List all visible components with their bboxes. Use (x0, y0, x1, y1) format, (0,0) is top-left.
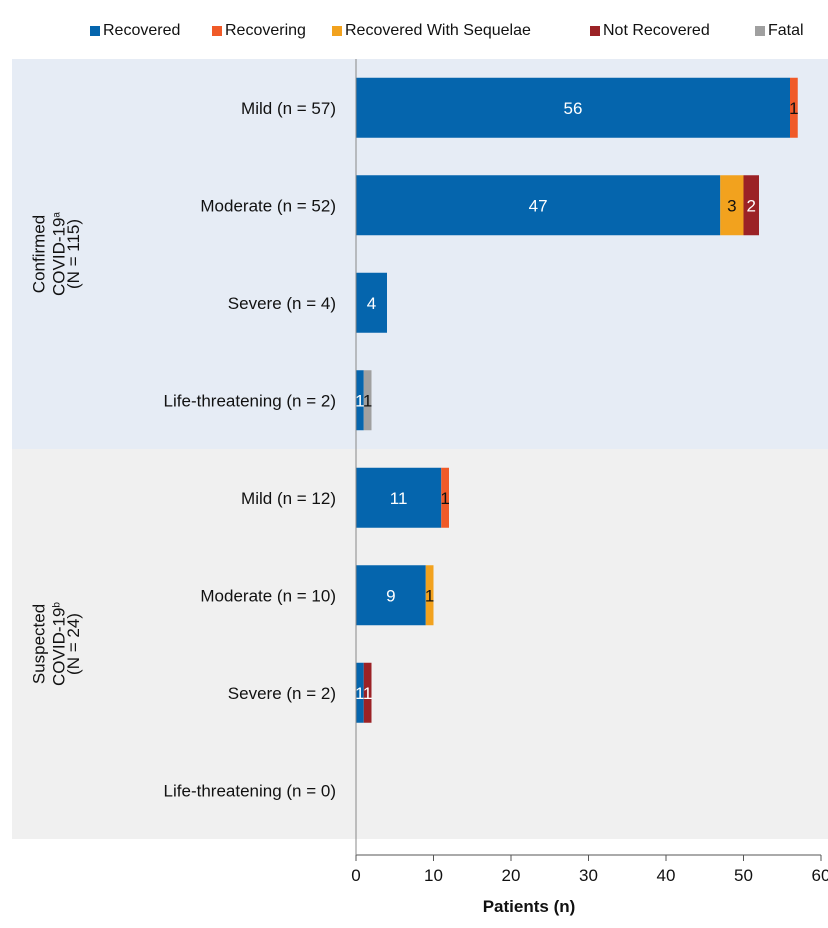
data-label: 11 (390, 489, 408, 508)
x-tick-label: 40 (657, 866, 676, 885)
legend-item: Recovered With Sequelae (332, 22, 531, 40)
data-label: 1 (363, 391, 372, 410)
legend-label: Recovered (103, 22, 181, 39)
category-label: Moderate (n = 52) (200, 196, 336, 215)
x-tick-label: 0 (351, 866, 360, 885)
chart-legend: Recovered Recovering Recovered With Sequel… (0, 18, 828, 46)
bar-segment (356, 370, 364, 431)
data-label: 1 (440, 489, 449, 508)
bar-segment (441, 467, 449, 528)
category-label: Life-threatening (n = 2) (164, 391, 336, 410)
bar-segment (356, 662, 364, 723)
category-label: Mild (n = 57) (241, 99, 336, 118)
legend-label: Recovering (225, 22, 306, 39)
legend-swatch (590, 26, 600, 36)
bar-segment (356, 467, 442, 528)
category-label: Moderate (n = 10) (200, 586, 336, 605)
bar-segment (790, 77, 798, 138)
category-label: Mild (n = 12) (241, 489, 336, 508)
legend-swatch (332, 26, 342, 36)
x-tick-label: 10 (424, 866, 443, 885)
legend-label: Fatal (768, 22, 804, 39)
group-label: ConfirmedCOVID-19a(N = 115) (30, 212, 83, 296)
legend-label: Not Recovered (603, 22, 710, 39)
data-label: 47 (529, 196, 548, 215)
bar-segment (743, 175, 759, 236)
legend-item: Recovering (212, 22, 306, 40)
legend-swatch (90, 26, 100, 36)
category-label: Severe (n = 2) (228, 684, 336, 703)
data-label: 56 (564, 99, 583, 118)
data-label: 3 (727, 196, 736, 215)
x-tick-label: 20 (502, 866, 521, 885)
bar-segment (356, 565, 426, 626)
x-tick-label: 30 (579, 866, 598, 885)
data-label: 1 (363, 684, 372, 703)
data-label: 1 (355, 684, 364, 703)
bar-segment (363, 662, 372, 723)
bar-segment (356, 77, 790, 138)
bar-segment (720, 175, 744, 236)
x-tick-label: 60 (812, 866, 828, 885)
x-tick-label: 50 (734, 866, 753, 885)
bar-segment (356, 272, 387, 333)
data-label: 1 (789, 99, 798, 118)
bar-segment (356, 175, 721, 236)
data-label: 2 (747, 196, 756, 215)
x-axis-title: Patients (n) (483, 897, 576, 916)
category-label: Severe (n = 4) (228, 294, 336, 313)
legend-swatch (212, 26, 222, 36)
bar-segment (425, 565, 434, 626)
legend-item: Not Recovered (590, 22, 710, 40)
data-label: 1 (425, 586, 434, 605)
legend-swatch (755, 26, 765, 36)
legend-item: Recovered (90, 22, 180, 40)
legend-label: Recovered With Sequelae (345, 22, 531, 39)
group-label: SuspectedCOVID-19b(N = 24) (30, 602, 83, 686)
data-label: 9 (386, 586, 395, 605)
data-label: 4 (367, 294, 376, 313)
legend-item: Fatal (755, 22, 804, 40)
category-label: Life-threatening (n = 0) (164, 781, 336, 800)
bar-segment (363, 370, 372, 431)
data-label: 1 (355, 391, 364, 410)
